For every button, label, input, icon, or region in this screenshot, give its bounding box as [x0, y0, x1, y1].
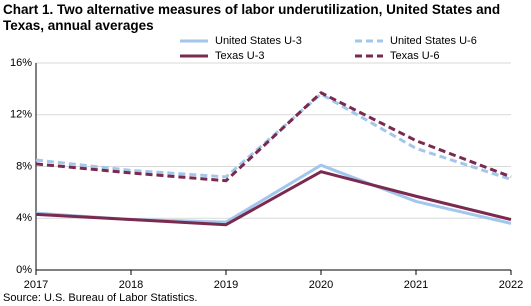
series-line	[35, 170, 512, 227]
y-tick-label: 8%	[16, 160, 32, 172]
legend-label: Texas U-3	[215, 50, 265, 62]
legend-label: United States U-6	[390, 35, 477, 47]
x-tick-label: 2020	[309, 279, 333, 291]
series-line	[35, 91, 512, 183]
y-tick-label: 12%	[10, 109, 32, 121]
x-tick-label: 2021	[404, 279, 428, 291]
y-tick-label: 4%	[16, 212, 32, 224]
y-tick-label: 0%	[16, 264, 32, 276]
y-tick-label: 16%	[10, 57, 32, 69]
legend-label: United States U-3	[215, 35, 302, 47]
legend-label: Texas U-6	[390, 50, 440, 62]
x-tick-label: 2019	[214, 279, 238, 291]
source-note: Source: U.S. Bureau of Labor Statistics.	[3, 292, 197, 304]
x-tick-label: 2017	[24, 279, 48, 291]
x-tick-label: 2022	[499, 279, 523, 291]
series-line	[35, 163, 512, 225]
chart-title: Chart 1. Two alternative measures of lab…	[3, 2, 501, 33]
x-tick-label: 2018	[119, 279, 143, 291]
